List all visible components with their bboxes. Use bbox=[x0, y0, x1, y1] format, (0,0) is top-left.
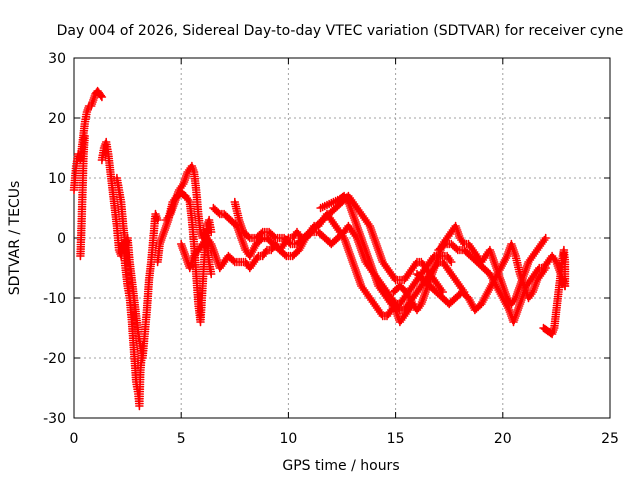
series-arc-4 bbox=[112, 173, 162, 363]
series-markers bbox=[539, 245, 570, 339]
series-arc-10 bbox=[316, 191, 418, 327]
x-axis-label: GPS time / hours bbox=[282, 458, 399, 474]
y-tick-label: 20 bbox=[48, 111, 66, 127]
series-markers bbox=[112, 173, 162, 363]
series-arc-9 bbox=[230, 191, 448, 297]
series-arc-7 bbox=[176, 209, 456, 321]
x-tick-label: 15 bbox=[387, 431, 405, 447]
y-tick-label: -20 bbox=[43, 351, 66, 367]
series-markers bbox=[97, 137, 147, 411]
x-tick-label: 25 bbox=[601, 431, 619, 447]
x-tick-label: 10 bbox=[279, 431, 297, 447]
y-tick-label: -10 bbox=[43, 291, 66, 307]
series-arc-3 bbox=[97, 137, 147, 411]
y-tick-label: 10 bbox=[48, 171, 66, 187]
series-markers bbox=[316, 191, 418, 327]
y-tick-label: 30 bbox=[48, 51, 66, 67]
y-tick-label: 0 bbox=[57, 231, 66, 247]
series-arc-13 bbox=[434, 239, 570, 327]
series-arc-2 bbox=[76, 131, 89, 261]
series-markers bbox=[76, 131, 89, 261]
chart-title: Day 004 of 2026, Sidereal Day-to-day VTE… bbox=[57, 23, 624, 39]
x-tick-label: 20 bbox=[494, 431, 512, 447]
series-markers bbox=[434, 239, 570, 327]
series-markers bbox=[209, 203, 469, 315]
series-markers bbox=[176, 209, 456, 321]
x-tick-label: 5 bbox=[177, 431, 186, 447]
series-arc-6 bbox=[161, 161, 216, 279]
series-markers bbox=[412, 239, 550, 315]
series-arc-8 bbox=[209, 203, 469, 315]
axis-ticks: 0 5 10 15 20 25 -30 -20 -10 0 10 20 30 bbox=[43, 51, 619, 447]
series-arc-12 bbox=[412, 239, 550, 315]
data-series bbox=[69, 86, 570, 411]
series-markers bbox=[161, 161, 216, 279]
x-tick-label: 0 bbox=[70, 431, 79, 447]
series-arc-14 bbox=[539, 245, 570, 339]
y-tick-label: -30 bbox=[43, 411, 66, 427]
y-axis-label: SDTVAR / TECUs bbox=[7, 181, 23, 296]
series-markers bbox=[230, 191, 448, 297]
